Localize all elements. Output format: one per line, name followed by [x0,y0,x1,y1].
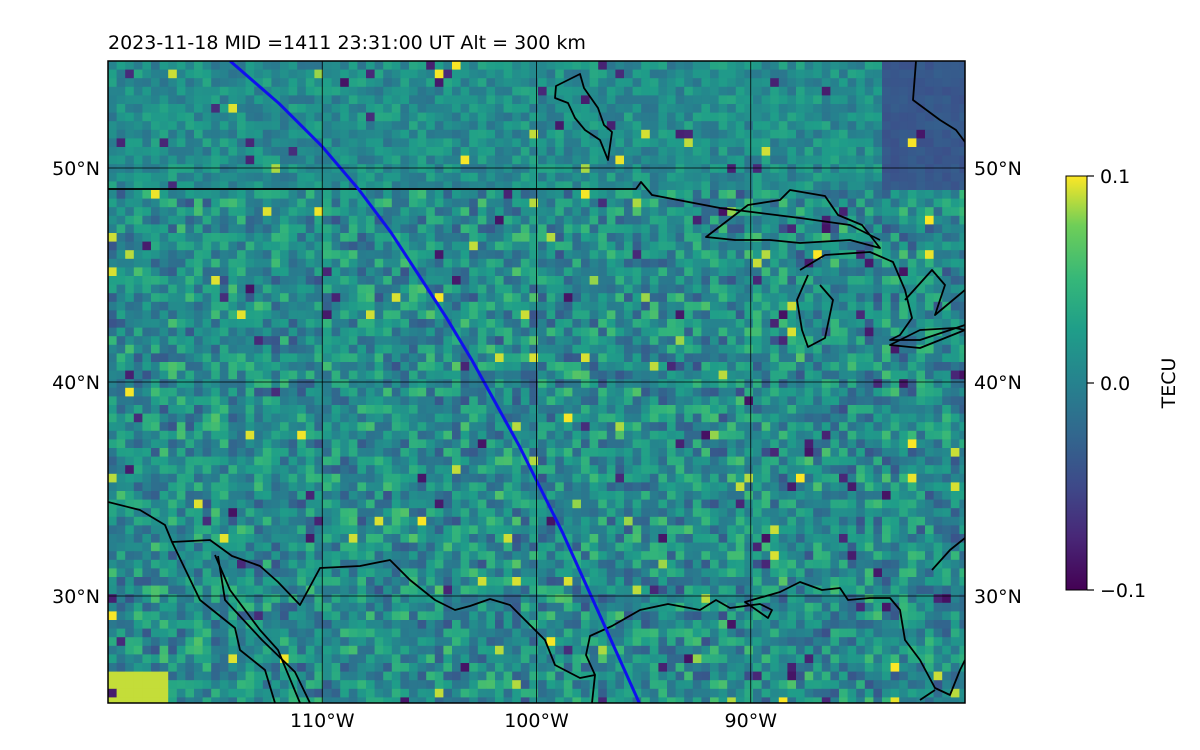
lake-superior [705,189,881,249]
tec-heatmap [108,61,965,703]
longitude-ticks: 110°W 100°W 90°W [290,710,777,732]
lake-michigan [799,251,965,341]
lat-tick-label-left: 30°N [52,586,100,608]
latitude-ticks-right: 30°N 40°N 50°N [974,158,1022,608]
map-title: 2023-11-18 MID =1411 23:31:00 UT Alt = 3… [108,32,586,54]
colorbar [1065,175,1088,591]
lat-tick-label-right: 40°N [974,372,1022,394]
lon-tick-label: 110°W [290,710,355,732]
lat-tick-label-right: 50°N [974,158,1022,180]
colorbar-tick-label: 0.0 [1100,373,1130,395]
baja-east [217,555,311,703]
coastlines [108,61,965,703]
colorbar-tick-label: −0.1 [1100,580,1146,602]
gulf-coast [585,581,965,696]
lat-tick-label-left: 40°N [52,372,100,394]
latitude-ticks-left: 30°N 40°N 50°N [52,158,100,608]
map-frame [107,60,966,704]
lake-huron [904,269,965,316]
florida-west [919,689,936,701]
lake-michigan-west [796,274,834,348]
colorbar-tick-label: 0.1 [1100,166,1130,188]
lake-outline-north [554,73,613,161]
lat-tick-label-right: 30°N [974,586,1022,608]
lake-erie [889,327,965,349]
us-mexico-border [171,539,596,703]
pacific-coast [108,501,276,703]
colorbar-label: TECU [1158,358,1180,410]
lat-tick-label-left: 50°N [52,158,100,180]
gridlines [108,61,965,703]
baja-coast [214,554,301,703]
us-canada-border [108,181,881,241]
hudson-bay-shore [912,61,965,143]
colorbar-ticks: 0.1 0.0 −0.1 [1087,166,1146,602]
lon-tick-label: 100°W [504,710,569,732]
lon-tick-label: 90°W [725,710,778,732]
atlantic-coast [931,537,965,571]
map-area [108,61,965,703]
